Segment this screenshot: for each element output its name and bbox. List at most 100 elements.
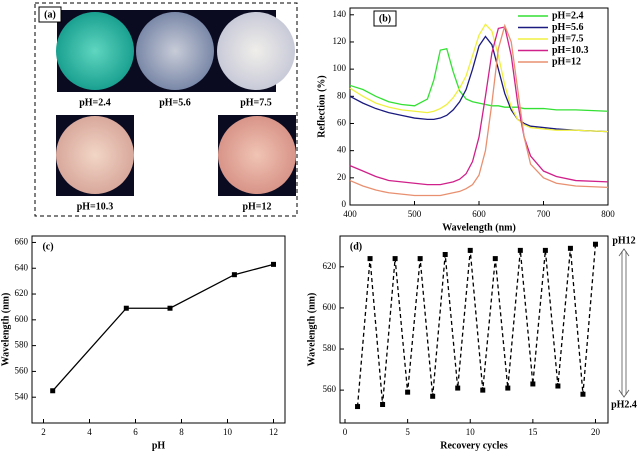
y-axis-label: Wavelength (nm) <box>306 293 317 367</box>
y-tick-label: 560 <box>323 384 337 394</box>
y-tick-label: 20 <box>337 172 347 182</box>
label-box <box>38 6 62 23</box>
x-tick-label: 4 <box>87 427 92 437</box>
photo-caption: pH=7.5 <box>240 97 272 108</box>
marker <box>505 385 511 391</box>
marker <box>480 387 486 393</box>
y-tick-label: 0 <box>342 199 347 209</box>
y-tick-label: 120 <box>333 36 347 46</box>
photo-caption: pH=10.3 <box>77 201 114 212</box>
panel-frame <box>34 2 298 217</box>
marker <box>530 381 536 387</box>
legend-label: pH=10.3 <box>552 45 589 56</box>
marker <box>555 383 561 389</box>
marker <box>542 247 548 253</box>
marker <box>455 385 461 391</box>
marker <box>380 402 386 408</box>
x-tick-label: 8 <box>179 427 184 437</box>
plot-frame <box>31 235 286 424</box>
legend-label: pH=5.6 <box>552 22 584 33</box>
photo <box>136 12 214 90</box>
y-axis-label: Wavelength (nm) <box>0 293 11 367</box>
x-tick-label: 600 <box>472 209 486 219</box>
x-tick-label: 400 <box>343 209 357 219</box>
marker <box>430 393 436 399</box>
marker <box>467 247 473 253</box>
y-tick-label: 620 <box>15 288 29 298</box>
x-tick-label: 2 <box>41 427 46 437</box>
series-line <box>356 244 597 407</box>
x-axis-label: Recovery cycles <box>440 440 508 451</box>
marker <box>592 241 598 247</box>
marker <box>123 305 129 311</box>
plot-frame <box>339 235 609 424</box>
y-tick-label: 660 <box>15 237 29 247</box>
marker <box>567 245 573 251</box>
x-axis-label: Wavelength (nm) <box>442 222 516 233</box>
series-line <box>349 26 609 186</box>
series-line <box>349 23 609 133</box>
y-tick-label: 560 <box>15 365 29 375</box>
x-tick-label: 800 <box>601 209 615 219</box>
series-line <box>349 23 609 197</box>
marker <box>417 256 423 262</box>
y-tick-label: 620 <box>323 261 337 271</box>
y-tick-label: 40 <box>337 145 347 155</box>
y-tick-label: 540 <box>15 391 29 401</box>
annotation: pH12 <box>612 235 635 246</box>
marker <box>50 388 56 394</box>
y-tick-label: 600 <box>323 302 337 312</box>
y-tick-label: 600 <box>15 314 29 324</box>
marker <box>271 261 276 267</box>
x-tick-label: 500 <box>408 209 422 219</box>
x-tick-label: 20 <box>591 427 601 437</box>
marker <box>405 389 411 395</box>
y-axis-label: Reflection (%) <box>316 75 327 137</box>
panel-label: (b) <box>379 13 391 24</box>
photo <box>56 12 134 90</box>
photo-panel: (a) pH=2.4 pH=5.6 pH=7.5 pH=10.3 pH=12 <box>34 2 298 217</box>
marker <box>492 256 498 262</box>
y-tick-label: 580 <box>323 343 337 353</box>
y-tick-label: 80 <box>337 90 347 100</box>
arrow <box>618 248 630 398</box>
marker <box>231 272 237 278</box>
label-box <box>373 10 397 27</box>
panel-label: (a) <box>44 9 56 20</box>
photo-caption: pH=12 <box>242 201 271 212</box>
x-tick-label: 700 <box>537 209 551 219</box>
legend-label: pH=7.5 <box>552 33 584 44</box>
x-tick-label: 5 <box>405 427 410 437</box>
marker <box>167 305 173 311</box>
x-tick-label: 10 <box>223 427 233 437</box>
panel-label: (d) <box>350 241 362 252</box>
annotation: pH2.4 <box>611 399 637 410</box>
y-tick-label: 580 <box>15 340 29 350</box>
x-tick-label: 15 <box>528 427 538 437</box>
photo-caption: pH=5.6 <box>159 97 191 108</box>
marker <box>517 247 523 253</box>
y-tick-label: 60 <box>337 118 347 128</box>
marker <box>442 251 448 257</box>
x-tick-label: 10 <box>466 427 476 437</box>
marker <box>392 256 398 262</box>
panel-label: (c) <box>42 241 53 252</box>
x-tick-label: 0 <box>343 427 348 437</box>
marker <box>580 391 586 397</box>
label-box <box>37 239 59 254</box>
x-axis-label: pH <box>152 440 166 451</box>
marker <box>367 256 373 262</box>
y-tick-label: 100 <box>333 63 347 73</box>
series-line <box>349 35 609 133</box>
label-box <box>345 239 367 254</box>
y-tick-label: 640 <box>15 262 29 272</box>
x-tick-label: 12 <box>269 427 278 437</box>
photo <box>218 116 296 194</box>
marker <box>355 404 361 410</box>
photo <box>217 12 295 90</box>
legend-label: pH=2.4 <box>552 10 584 21</box>
legend-label: pH=12 <box>552 56 581 67</box>
series-line <box>349 47 609 112</box>
x-tick-label: 6 <box>133 427 138 437</box>
